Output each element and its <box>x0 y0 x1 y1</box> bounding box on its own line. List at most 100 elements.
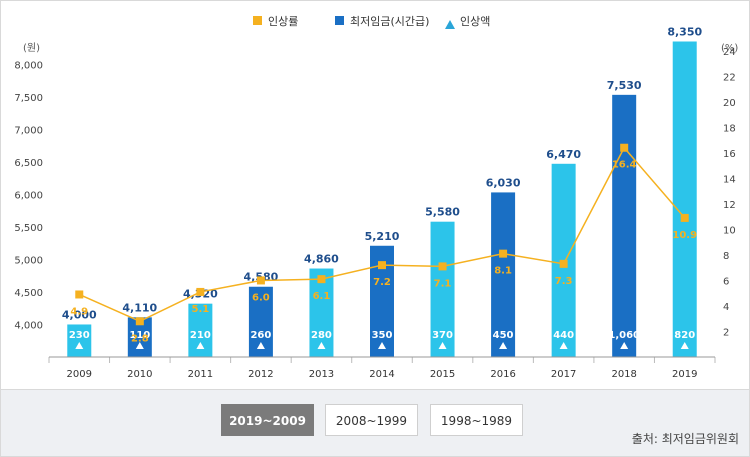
right-tick-label: 12 <box>723 200 736 211</box>
increase-marker-2012 <box>256 342 265 349</box>
left-tick-label: 5,000 <box>14 255 43 266</box>
rate-point-2018 <box>620 143 629 152</box>
rate-point-2014 <box>378 261 386 270</box>
rate-point-2015 <box>438 262 447 271</box>
left-tick-label: 5,500 <box>14 223 43 234</box>
right-tick-label: 6 <box>723 276 729 287</box>
rate-value-label: 2.8 <box>131 333 149 344</box>
increase-marker-2016 <box>499 342 508 349</box>
x-tick-label: 2011 <box>188 369 213 380</box>
legend-label-3: 인상액 <box>460 15 490 28</box>
increase-marker-2009 <box>75 342 84 349</box>
x-tick-label: 2012 <box>248 369 273 380</box>
increase-value-label: 440 <box>553 330 574 341</box>
increase-marker-2010 <box>135 342 144 349</box>
increase-value-label: 280 <box>311 330 332 341</box>
increase-value-label: 820 <box>674 330 695 341</box>
x-tick-label: 2018 <box>611 369 636 380</box>
rate-value-label: 5.1 <box>192 304 210 315</box>
right-tick-label: 22 <box>723 72 736 83</box>
increase-marker-2015 <box>438 342 447 349</box>
rate-value-label: 6.1 <box>313 291 331 302</box>
bar-2015 <box>430 221 455 357</box>
chart-panel: 인상률 최저임금(시간급) 인상액 (원) (%) 4,000 4,500 5,000 5,50… <box>0 0 750 390</box>
bar-value-label: 6,030 <box>486 176 521 189</box>
left-tick-label: 8,000 <box>14 60 43 71</box>
legend-label-1: 인상률 <box>268 15 298 28</box>
bar-value-label: 5,580 <box>425 206 460 219</box>
left-tick-label: 4,000 <box>14 320 43 331</box>
rate-point-2013 <box>317 275 326 284</box>
right-tick-label: 10 <box>723 225 736 236</box>
period-button-2008-1999[interactable]: 2008~1999 <box>325 404 418 436</box>
bar-2010 <box>127 317 152 357</box>
right-tick-label: 4 <box>723 302 729 313</box>
increase-marker-2014 <box>378 342 386 349</box>
rate-value-label: 4.9 <box>70 306 88 317</box>
right-tick-label: 18 <box>723 123 736 134</box>
left-tick-label: 7,000 <box>14 125 43 136</box>
left-axis-unit: (원) <box>23 42 40 54</box>
rate-point-2010 <box>135 317 144 326</box>
bar-value-label: 4,000 <box>62 308 97 321</box>
increase-marker-2018 <box>620 342 629 349</box>
left-tick-label: 6,500 <box>14 158 43 169</box>
right-tick-label: 24 <box>723 47 736 58</box>
right-tick-label: 20 <box>723 98 736 109</box>
rate-value-label: 7.2 <box>373 277 391 288</box>
bar-value-label: 7,530 <box>607 79 642 92</box>
x-tick-label: 2010 <box>127 369 152 380</box>
bar-2016 <box>491 192 516 357</box>
source-note: 출처: 최저임금위원회 <box>631 432 739 446</box>
rate-point-2019 <box>680 213 689 222</box>
right-tick-label: 8 <box>723 251 729 262</box>
bar-2009 <box>67 324 92 357</box>
legend-marker-1 <box>253 16 262 25</box>
left-tick-label: 6,000 <box>14 190 43 201</box>
rate-point-2017 <box>559 259 568 268</box>
rate-value-label: 6.0 <box>252 292 270 303</box>
increase-value-label: 370 <box>432 330 453 341</box>
increase-marker-2011 <box>196 342 205 349</box>
x-tick-label: 2014 <box>369 369 394 380</box>
right-axis-unit: (%) <box>721 43 738 54</box>
minimum-wage-chart: 인상률 최저임금(시간급) 인상액 (원) (%) 4,000 4,500 5,000 5,50… <box>14 15 738 380</box>
rate-point-2011 <box>196 287 205 296</box>
rate-point-2016 <box>499 249 508 258</box>
increase-value-label: 230 <box>69 330 90 341</box>
rate-value-label: 7.1 <box>434 278 452 289</box>
bar-value-label: 4,110 <box>122 301 157 314</box>
x-tick-label: 2015 <box>430 369 455 380</box>
left-tick-label: 4,500 <box>14 288 43 299</box>
period-button-2019-2009[interactable]: 2019~2009 <box>221 404 314 436</box>
x-tick-label: 2017 <box>551 369 576 380</box>
increase-value-label: 450 <box>493 330 514 341</box>
rate-value-label: 16.4 <box>612 160 637 171</box>
x-tick-label: 2019 <box>672 369 697 380</box>
rate-point-2009 <box>75 290 84 299</box>
increase-marker-2013 <box>317 342 326 349</box>
bar-value-label: 8,350 <box>667 25 702 38</box>
increase-value-label: 260 <box>250 330 271 341</box>
rate-value-label: 8.1 <box>494 266 512 277</box>
increase-value-label: 1,060 <box>608 330 640 341</box>
rate-value-label: 7.3 <box>555 276 573 287</box>
bar-value-label: 5,210 <box>365 230 400 243</box>
rate-point-2012 <box>256 276 265 285</box>
legend-marker-3 <box>445 20 455 29</box>
bar-2019 <box>672 41 697 357</box>
bar-value-label: 4,860 <box>304 253 339 266</box>
increase-marker-2017 <box>559 342 568 349</box>
rate-value-label: 10.9 <box>672 230 697 241</box>
x-tick-label: 2016 <box>490 369 515 380</box>
legend-label-2: 최저임금(시간급) <box>350 15 429 28</box>
bar-2018 <box>612 94 637 358</box>
right-tick-label: 16 <box>723 149 736 160</box>
right-tick-label: 14 <box>723 174 736 185</box>
period-button-1998-1989[interactable]: 1998~1989 <box>430 404 523 436</box>
increase-value-label: 350 <box>372 330 393 341</box>
footer-panel: 2019~2009 2008~1999 1998~1989 출처: 최저임금위원… <box>0 390 750 457</box>
bar-value-label: 6,470 <box>546 148 581 161</box>
right-tick-label: 2 <box>723 327 729 338</box>
increase-value-label: 110 <box>129 330 150 341</box>
